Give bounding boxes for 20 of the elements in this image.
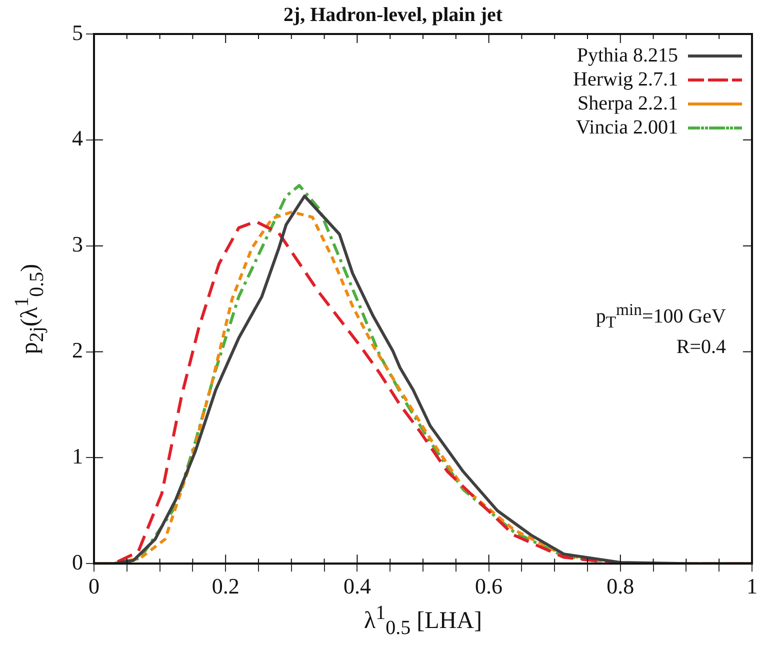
x-tick-label: 0.6 (475, 574, 503, 599)
x-tick-label: 0.2 (212, 574, 240, 599)
legend-label: Sherpa 2.2.1 (577, 92, 678, 114)
chart-title: 2j, Hadron-level, plain jet (283, 4, 503, 26)
annotation: p$_{T}$$^{min}$=100 GeV (596, 300, 726, 333)
y-tick-label: 5 (72, 20, 83, 45)
y-tick-label: 3 (72, 232, 83, 257)
x-tick-label: 1 (746, 574, 758, 599)
y-tick-label: 1 (72, 443, 83, 468)
x-tick-label: 0 (88, 574, 100, 599)
x-axis-title: λ$^{1}$$_{0.5}$ [LHA] (363, 602, 483, 640)
y-tick-label: 0 (72, 549, 83, 574)
y-tick-label: 4 (72, 126, 83, 151)
legend-label: Vincia 2.001 (576, 116, 678, 138)
x-tick-label: 0.8 (606, 574, 634, 599)
x-tick-label: 0.4 (343, 574, 371, 599)
annotation: R=0.4 (676, 336, 726, 359)
legend-label: Herwig 2.7.1 (573, 68, 678, 90)
legend-label: Pythia 8.215 (576, 44, 678, 66)
y-tick-label: 2 (72, 338, 83, 363)
